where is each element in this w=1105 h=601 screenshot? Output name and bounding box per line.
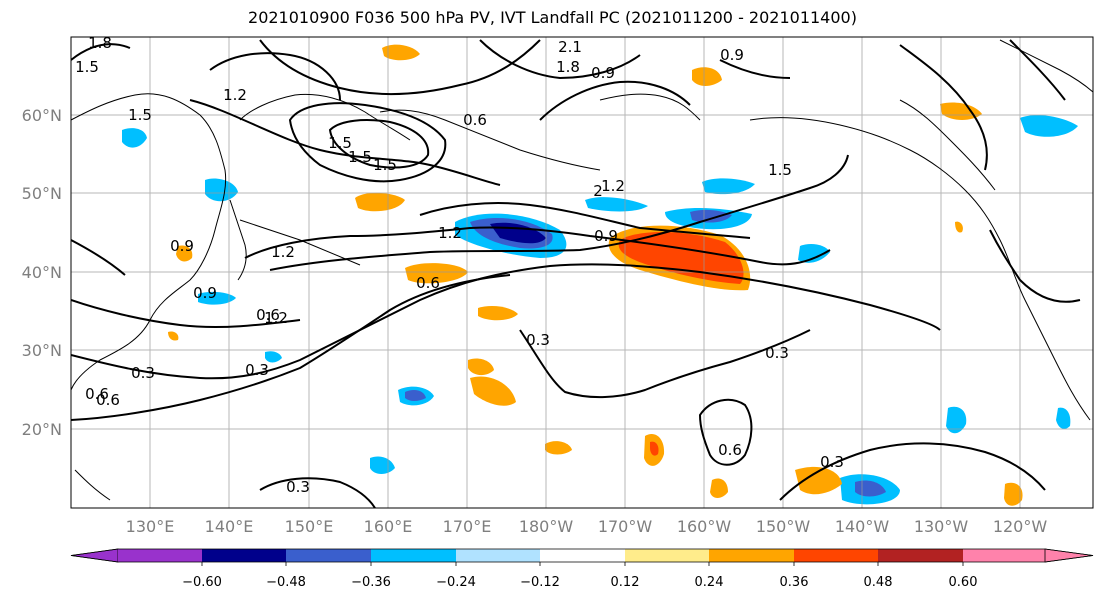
longitude-label: 120°W (993, 517, 1048, 536)
contour-label: 1.8 (88, 34, 112, 52)
contour-label: 0.9 (193, 284, 217, 302)
contour-label: 0.3 (245, 361, 269, 379)
longitude-label: 140°W (835, 517, 890, 536)
contour-label: 2.1 (558, 38, 582, 56)
colorbar-tick-label: −0.60 (182, 575, 222, 590)
colorbar-extend-right (1044, 548, 1094, 563)
colorbar-segment (625, 549, 709, 562)
contour-label: 0.3 (820, 453, 844, 471)
contour-labels: 1.81.51.51.21.51.50.62.11.80.90.90.91.51… (75, 34, 844, 496)
longitude-label: 170°E (443, 517, 492, 536)
pv-contours (71, 39, 1081, 508)
contour-label: 1.2 (264, 309, 288, 327)
colorbar-segment (286, 549, 371, 562)
contour-label: 1.5 (373, 156, 397, 174)
colorbar-segment (878, 549, 963, 562)
colorbar-segment (371, 549, 456, 562)
colorbar-tick-labels: −0.60 −0.48 −0.36 −0.24 −0.12 0.12 0.24 0.36 0.4… (182, 562, 977, 590)
colorbar-segment (540, 549, 625, 562)
contour-label: 1.2 (271, 243, 295, 261)
contour-label: 1.8 (556, 58, 580, 76)
contour-label: 0.6 (85, 385, 109, 403)
colorbar-segment (709, 549, 794, 562)
contour-label: 0.9 (720, 46, 744, 64)
colorbar-tick-label: −0.36 (351, 575, 391, 590)
colorbar-tick-label: −0.12 (520, 575, 560, 590)
colorbar-tick-label: 0.48 (864, 575, 893, 590)
longitude-label: 150°E (285, 517, 334, 536)
contour-label: 2 (593, 182, 603, 200)
contour-label: 0.6 (256, 306, 280, 324)
contour-label: 0.6 (718, 441, 742, 459)
colorbar-segment (118, 549, 202, 562)
latitude-label: 20°N (22, 420, 62, 439)
contour-label: 0.6 (96, 391, 120, 409)
longitude-labels: 130°E 140°E 150°E 160°E 170°E 180°W 170°W 160°W… (126, 517, 1048, 536)
longitude-label: 160°E (364, 517, 413, 536)
contour-label: 1.5 (348, 148, 372, 166)
latitude-label: 50°N (22, 184, 62, 203)
contour-label: 1.5 (75, 58, 99, 76)
shaded-anomalies (122, 44, 1078, 506)
contour-label: 1.2 (601, 177, 625, 195)
latitude-label: 40°N (22, 263, 62, 282)
colorbar-extend-left (70, 548, 119, 563)
colorbar-segment (456, 549, 540, 562)
colorbar-segment (794, 549, 878, 562)
contour-label: 0.9 (170, 237, 194, 255)
latitude-label: 30°N (22, 341, 62, 360)
colorbar-tick-label: 0.12 (611, 575, 640, 590)
map-gridlines (71, 37, 1093, 508)
contour-label: 0.3 (765, 344, 789, 362)
longitude-label: 180°W (519, 517, 574, 536)
longitude-label: 160°W (677, 517, 732, 536)
latitude-label: 60°N (22, 106, 62, 125)
contour-label: 1.5 (128, 106, 152, 124)
colorbar-segment (963, 549, 1045, 562)
colorbar-segment (202, 549, 286, 562)
colorbar-tick-label: −0.48 (266, 575, 306, 590)
contour-label: 0.9 (591, 64, 615, 82)
latitude-labels: 60°N 50°N 40°N 30°N 20°N (22, 106, 62, 439)
longitude-label: 130°W (914, 517, 969, 536)
contour-label: 1.5 (768, 161, 792, 179)
colorbar-outline (70, 548, 1094, 563)
map-frame (70, 36, 1094, 509)
colorbar (70, 548, 1094, 563)
contour-label: 0.9 (594, 227, 618, 245)
colorbar-tick-label: 0.36 (780, 575, 809, 590)
colorbar-tick-label: 0.24 (695, 575, 724, 590)
coastlines (71, 39, 1093, 501)
contour-label: 1.2 (438, 224, 462, 242)
colorbar-tick-label: 0.60 (949, 575, 978, 590)
longitude-label: 140°E (205, 517, 254, 536)
contour-label: 0.6 (416, 274, 440, 292)
contour-label: 1.5 (328, 134, 352, 152)
longitude-label: 150°W (756, 517, 811, 536)
contour-label: 0.3 (131, 364, 155, 382)
map-title: 2021010900 F036 500 hPa PV, IVT Landfall… (248, 8, 857, 27)
longitude-label: 170°W (598, 517, 653, 536)
contour-label: 0.6 (463, 111, 487, 129)
colorbar-tick-label: −0.24 (436, 575, 476, 590)
contour-label: 1.2 (223, 86, 247, 104)
longitude-label: 130°E (126, 517, 175, 536)
contour-label: 0.3 (526, 331, 550, 349)
contour-label: 0.3 (286, 478, 310, 496)
